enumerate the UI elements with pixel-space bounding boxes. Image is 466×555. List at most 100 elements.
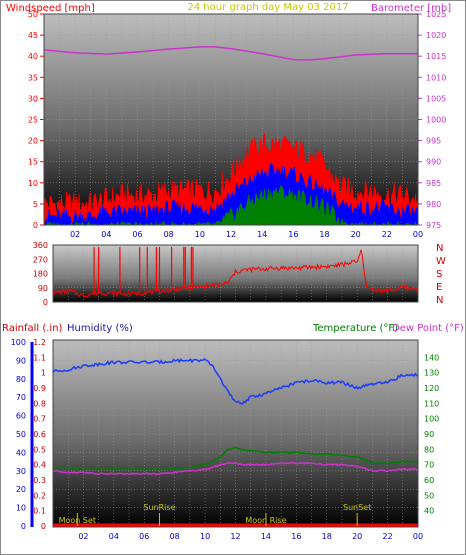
humidity-x-tick-label: 18 xyxy=(322,532,332,541)
humidity-y-tick-label: 60 xyxy=(16,412,26,421)
humidity-x-tick-label: 22 xyxy=(382,532,392,541)
wind-y-tick-label: 10 xyxy=(28,179,38,188)
temperature-y-tick-label: 80 xyxy=(424,445,434,454)
barometer-y-tick-label: 975 xyxy=(426,221,441,230)
humidity-y-axis: 0 10 20 30 40 50 60 70 80 90 100 xyxy=(11,338,26,531)
astro-label: SunRise xyxy=(143,503,175,512)
humidity-line xyxy=(52,358,419,405)
barometer-y-tick-label: 1020 xyxy=(426,31,446,40)
wind-x-tick-label: 16 xyxy=(288,230,298,239)
humidity-y-tick-label: 20 xyxy=(16,485,26,494)
wind-y-tick-label: 0 xyxy=(33,221,38,230)
temperature-y-tick-label: 50 xyxy=(424,491,434,500)
astro-label: Moon Set xyxy=(59,516,96,525)
humidity-y-tick-label: 70 xyxy=(16,393,26,402)
temperature-y-tick-label: 100 xyxy=(424,415,439,424)
dew-point-line xyxy=(52,461,419,476)
direction-y-tick-label: 90 xyxy=(38,284,48,293)
temperature-y-axis: 40 50 60 70 80 90 100 110 120 130 140 xyxy=(424,353,439,515)
rain-y-tick-label: 1.1 xyxy=(33,353,46,362)
compass-label: W xyxy=(436,256,446,267)
wind-y-tick-label: 5 xyxy=(33,200,38,209)
wind-x-tick-label: 18 xyxy=(319,230,329,239)
rain-y-tick-label: 0.1 xyxy=(33,507,46,516)
rain-y-tick-label: 0.4 xyxy=(33,461,46,470)
wind-x-tick-label: 06 xyxy=(132,230,142,239)
compass-label: S xyxy=(436,269,442,280)
wind-axis-title: Windspeed [mph] xyxy=(6,3,95,14)
compass-label: N xyxy=(436,295,443,306)
wind-x-tick-label: 04 xyxy=(101,230,111,239)
direction-series xyxy=(52,247,419,298)
direction-y-tick-label: 180 xyxy=(33,270,48,279)
humidity-series xyxy=(52,358,419,527)
humidity-x-tick-label: 02 xyxy=(78,532,88,541)
direction-y-tick-label: 270 xyxy=(33,255,48,264)
direction-plot-border xyxy=(52,244,419,303)
compass-label: E xyxy=(436,282,442,293)
temperature-y-tick-label: 60 xyxy=(424,476,434,485)
rain-y-tick-label: 0.8 xyxy=(33,399,46,408)
rain-y-tick-label: 1 xyxy=(41,369,46,378)
direction-y-tick-label: 0 xyxy=(43,298,48,307)
dew-point-axis-title: Dew Point (°F) xyxy=(392,323,464,334)
wind-y-tick-label: 15 xyxy=(28,158,38,167)
humidity-x-tick-label: 16 xyxy=(291,532,301,541)
wind-y-tick-label: 30 xyxy=(28,94,38,103)
astro-label: SunSet xyxy=(343,503,371,512)
compass-label: N xyxy=(436,243,443,254)
wind-x-tick-label: 08 xyxy=(164,230,174,239)
wind-x-tick-label: 22 xyxy=(382,230,392,239)
humidity-x-tick-label: 08 xyxy=(170,532,180,541)
humidity-y-tick-label: 80 xyxy=(16,375,26,384)
humidity-y-tick-label: 40 xyxy=(16,448,26,457)
graph-title: 24 hour graph day May 03 2017 xyxy=(187,2,348,13)
barometer-y-tick-label: 1010 xyxy=(426,73,446,82)
humidity-plot-border xyxy=(52,339,419,528)
wind-y-tick-label: 50 xyxy=(28,10,38,19)
temperature-y-tick-label: 90 xyxy=(424,430,434,439)
humidity-x-tick-label: 12 xyxy=(230,532,240,541)
barometer-y-tick-label: 1025 xyxy=(426,10,446,19)
humidity-x-tick-label: 06 xyxy=(139,532,149,541)
barometer-y-tick-label: 985 xyxy=(426,179,441,188)
barometer-y-axis: 975 980 985 990 995 1000 1005 1010 1015 1020 1025 xyxy=(418,10,446,230)
rain-y-tick-label: 0.7 xyxy=(33,415,46,424)
humidity-y-tick-label: 10 xyxy=(16,504,26,513)
wind-x-tick-label: 14 xyxy=(257,230,267,239)
humidity-x-tick-label: 20 xyxy=(352,532,362,541)
temperature-y-tick-label: 110 xyxy=(424,399,439,408)
rain-y-tick-label: 0.3 xyxy=(33,476,46,485)
wind-y-axis: 0 5 10 15 20 25 30 35 40 45 50 xyxy=(28,10,44,230)
wind-series xyxy=(43,46,419,226)
barometer-y-tick-label: 990 xyxy=(426,158,441,167)
humidity-y-tick-label: 100 xyxy=(11,338,26,347)
direction-y-axis: 0 90 180 270 360 xyxy=(33,241,48,307)
rain-y-tick-label: 0.9 xyxy=(33,384,46,393)
wind-x-tick-label: 02 xyxy=(70,230,80,239)
wind-x-tick-label: 00 xyxy=(413,230,423,239)
barometer-y-tick-label: 980 xyxy=(426,200,441,209)
humidity-x-tick-label: 04 xyxy=(109,532,119,541)
temperature-line xyxy=(52,446,419,471)
temperature-y-tick-label: 70 xyxy=(424,461,434,470)
wind-y-tick-label: 35 xyxy=(28,73,38,82)
wind-plot-border xyxy=(43,13,419,226)
temperature-y-tick-label: 130 xyxy=(424,369,439,378)
humidity-x-tick-label: 00 xyxy=(413,532,423,541)
wind-x-tick-label: 12 xyxy=(226,230,236,239)
astro-annotations: Moon Set SunRise Moon Rise SunSet xyxy=(59,503,371,526)
wind-x-tick-label: 10 xyxy=(195,230,205,239)
average-wind-area xyxy=(43,163,419,226)
barometer-y-tick-label: 1005 xyxy=(426,94,446,103)
humidity-axis-title: Humidity (%) xyxy=(67,323,133,334)
rain-y-tick-label: 0 xyxy=(41,522,46,531)
rain-y-tick-label: 0.6 xyxy=(33,430,46,439)
rain-y-tick-label: 0.5 xyxy=(33,445,46,454)
wind-y-tick-label: 40 xyxy=(28,52,38,61)
humidity-x-tick-label: 14 xyxy=(261,532,271,541)
humidity-y-tick-label: 50 xyxy=(16,430,26,439)
